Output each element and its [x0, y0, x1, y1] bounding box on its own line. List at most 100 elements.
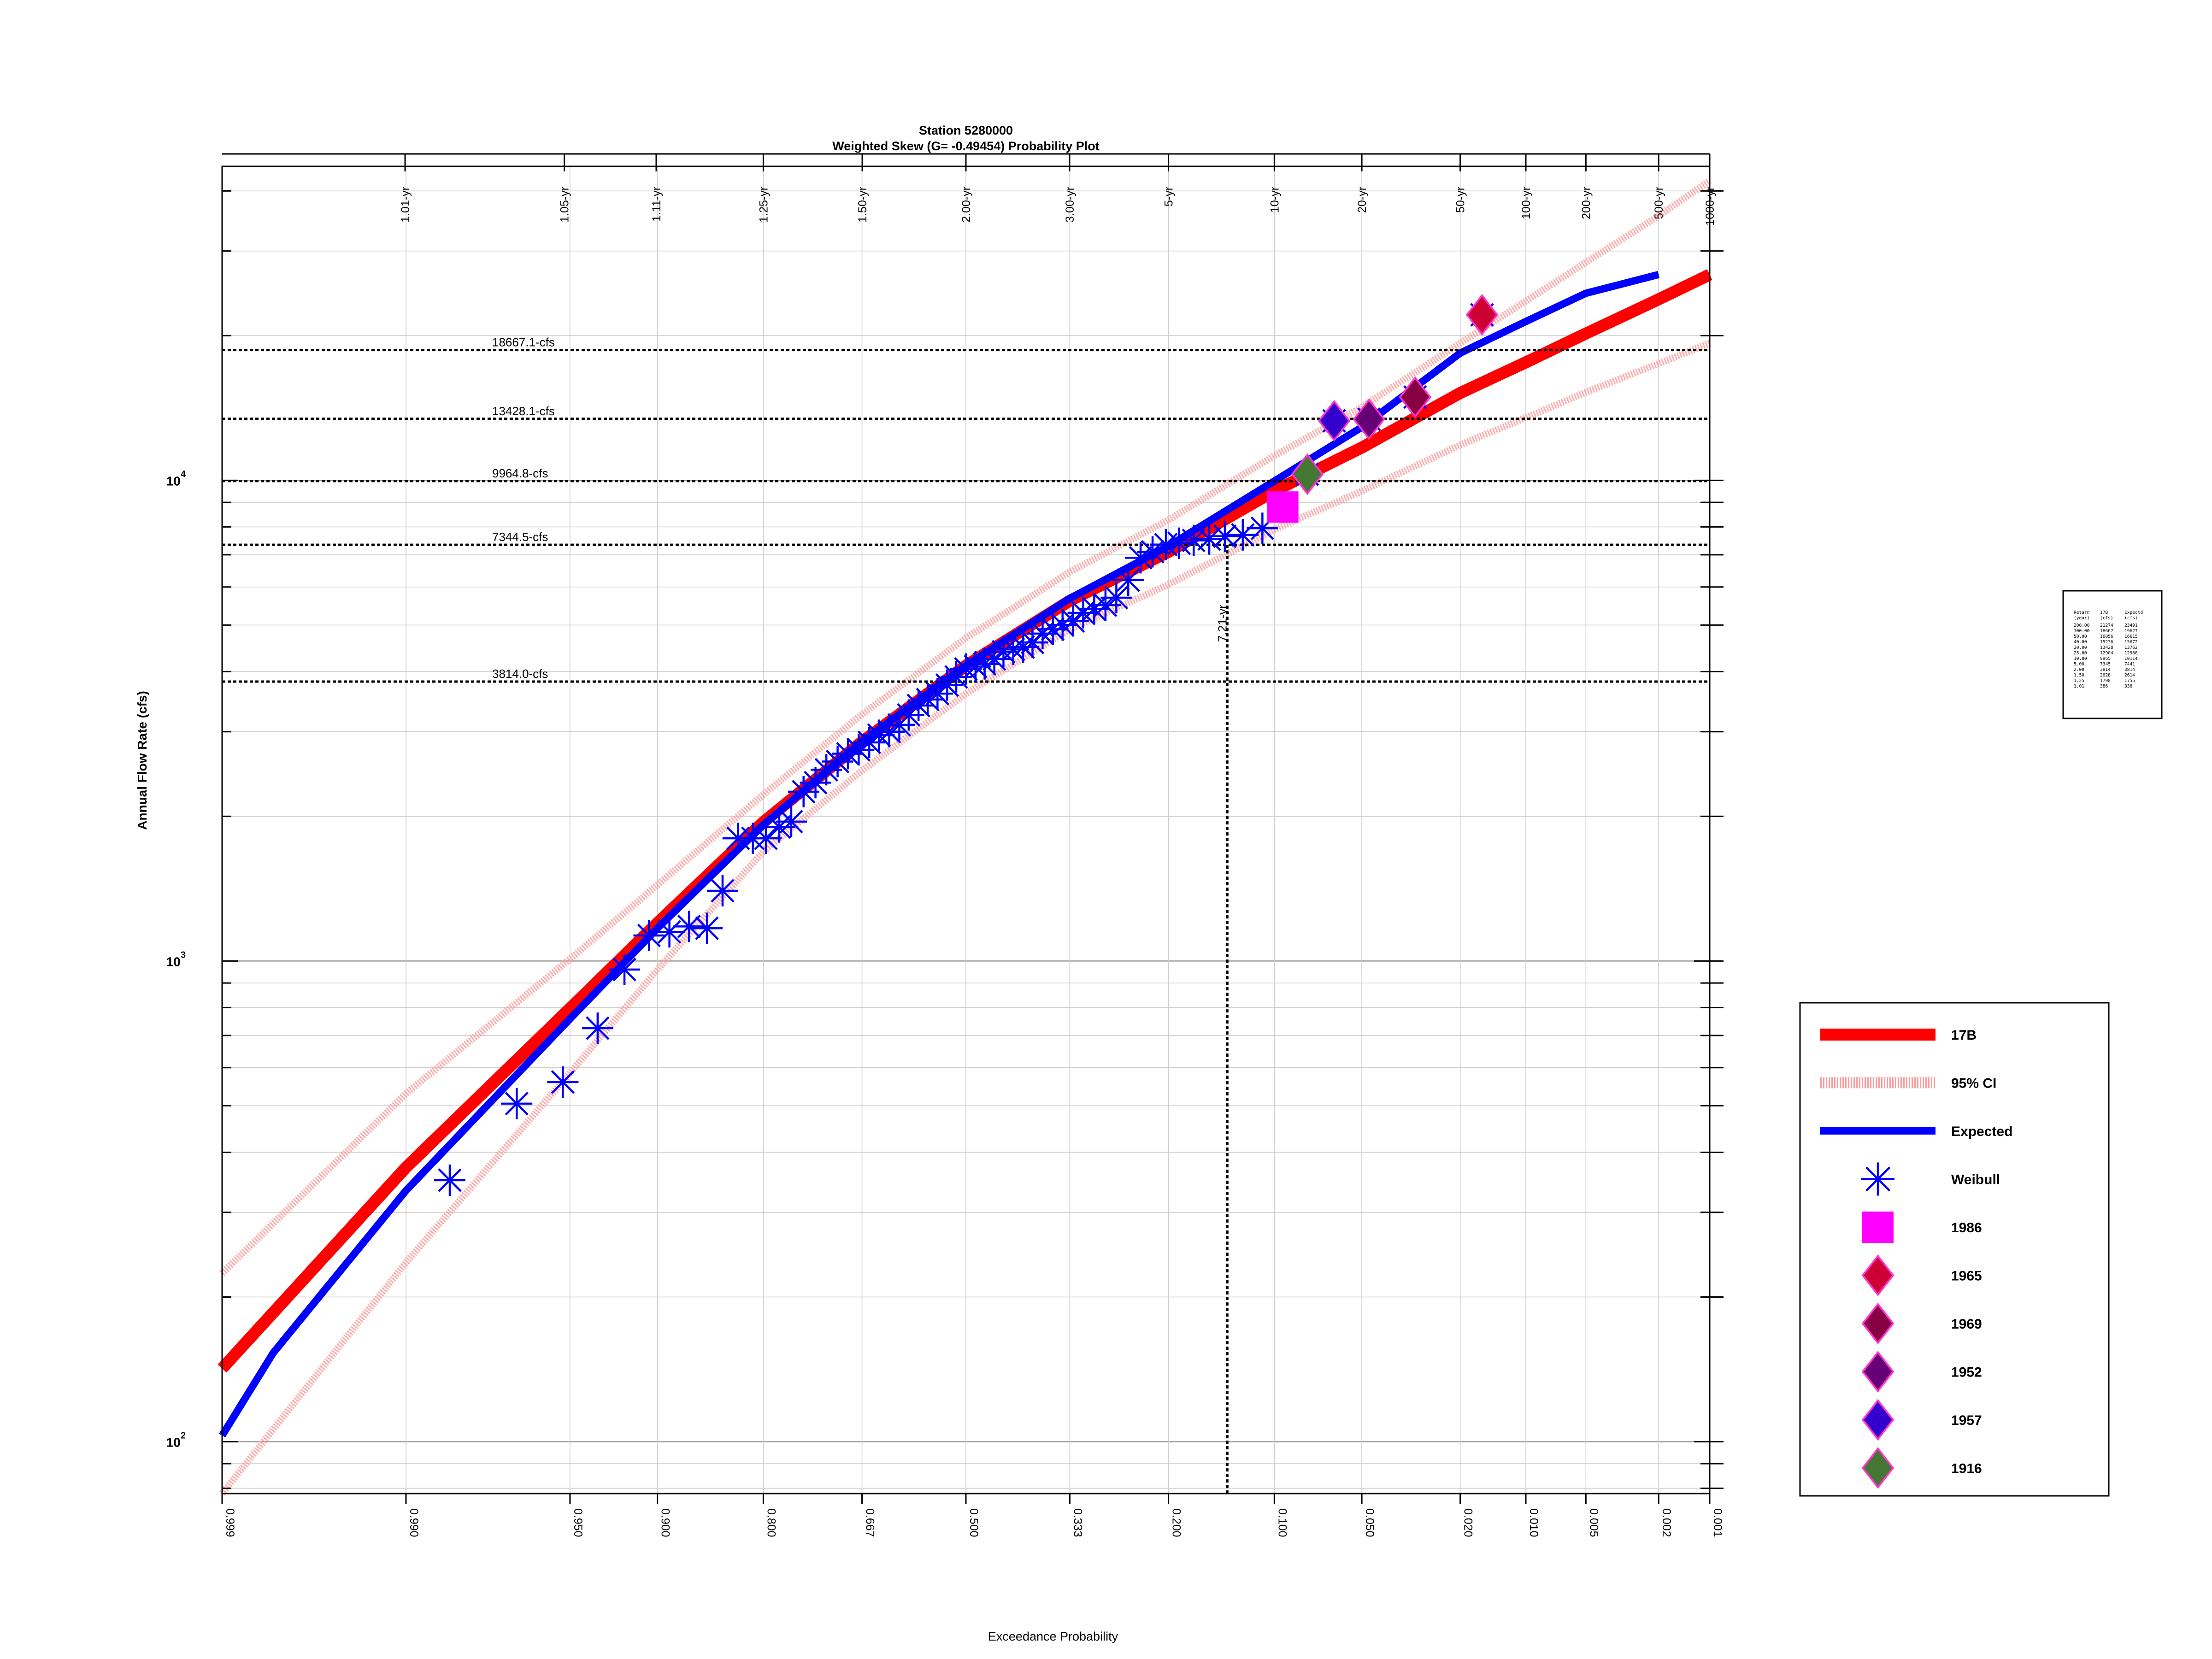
weibull-stroke: [657, 920, 682, 944]
reference-line-label: 3814.0-cfs: [492, 667, 548, 681]
summary-table-cell: 1.50: [2074, 673, 2084, 678]
reference-line-label: 9964.8-cfs: [492, 466, 548, 480]
summary-table-cell: 386: [2100, 684, 2108, 689]
x-tick-label: 0.002: [1660, 1508, 1673, 1537]
weibull-point: [706, 875, 738, 906]
ci-lower-line: [219, 340, 1711, 1496]
weibull-point: [609, 953, 641, 985]
summary-table-cell: 3814: [2124, 667, 2135, 672]
summary-table-cell: 50.00: [2074, 634, 2087, 639]
weibull-point: [1007, 631, 1039, 663]
summary-table-cell: 1798: [2100, 678, 2111, 683]
top-tick-label: 1.25-yr: [757, 187, 770, 223]
weibull-stroke: [1197, 527, 1221, 551]
summary-table-header-cell: Return: [2074, 610, 2089, 615]
top-tick-label: 5-yr: [1163, 187, 1176, 206]
weibull-point: [775, 806, 807, 837]
legend-label: 95% CI: [1951, 1076, 1996, 1091]
x-tick-label: 0.999: [224, 1508, 236, 1537]
weibull-point: [1163, 527, 1195, 559]
weibull-stroke: [803, 771, 828, 794]
x-tick-label: 0.100: [1276, 1508, 1288, 1537]
x-tick-label: 0.001: [1711, 1508, 1724, 1537]
reference-line-label: 13428.1-cfs: [492, 404, 555, 418]
x-tick-label: 0.900: [659, 1508, 672, 1537]
weibull-point: [1227, 519, 1259, 551]
weibull-point: [653, 916, 685, 948]
x-tick-label: 0.010: [1527, 1508, 1540, 1537]
summary-table-frame: [2062, 590, 2163, 719]
summary-table-cell: 18667: [2100, 629, 2113, 634]
ci-upper-line: [219, 178, 1712, 1276]
x-tick-label: 0.200: [1170, 1508, 1183, 1537]
line-expected: [219, 271, 1660, 1438]
weibull-point: [1125, 542, 1157, 574]
summary-table-cell: 21274: [2100, 623, 2113, 628]
summary-table-header-cell: (year): [2074, 616, 2089, 621]
weibull-point: [547, 1066, 579, 1098]
legend-label: 1957: [1951, 1413, 1982, 1428]
weibull-point: [1194, 523, 1225, 555]
legend-swatch-1952: [1861, 1351, 1894, 1393]
weibull-stroke: [1104, 586, 1129, 610]
summary-table: Return 17B Expectd (year) (cfs) (cfs) 200.00 21…: [2062, 590, 2163, 719]
weibull-point: [978, 643, 1010, 675]
weibull-point: [1100, 582, 1132, 613]
top-tick-label: 50-yr: [1454, 187, 1467, 213]
y-tick-label: 104: [166, 469, 186, 488]
x-axis-title: Exceedance Probability: [988, 1630, 1118, 1643]
weibull-stroke: [695, 916, 719, 940]
weibull-point: [969, 648, 1000, 680]
weibull-stroke: [637, 924, 661, 947]
chart-title: Station 5280000: [919, 124, 1013, 137]
weibull-stroke: [991, 640, 1016, 664]
weibull-stroke: [779, 810, 803, 834]
legend: 17B 95% CI Expected Weibull 1986 1965 1969 1952…: [1799, 1002, 2110, 1497]
weibull-point: [582, 1012, 613, 1044]
legend-label: 17B: [1951, 1028, 1977, 1043]
summary-table-cell: 2628: [2100, 673, 2111, 678]
x-tick-label: 0.950: [571, 1508, 584, 1537]
marker-1986: [1267, 491, 1299, 523]
top-tick-label: 1.05-yr: [559, 187, 571, 223]
marker-1969: [1399, 376, 1432, 418]
summary-table-cell: 2614: [2124, 673, 2135, 678]
weibull-stroke: [551, 1070, 575, 1094]
top-tick-label: 3.00-yr: [1064, 187, 1077, 223]
summary-table-cell: 25.00: [2074, 651, 2087, 656]
summary-table-cell: 200.00: [2074, 623, 2090, 628]
summary-table-cell: 23491: [2124, 623, 2138, 628]
summary-table-cell: 10114: [2124, 656, 2138, 661]
weibull-point: [434, 1164, 465, 1196]
top-tick-label: 500-yr: [1653, 187, 1665, 219]
summary-table-cell: 1.01: [2074, 684, 2084, 689]
weibull-point: [912, 683, 944, 715]
fit-lines: [218, 269, 1712, 1438]
weibull-stroke: [767, 815, 791, 839]
marker-1952: [1353, 398, 1385, 441]
summary-table-cell: 40.00: [2074, 640, 2087, 645]
weibull-stroke: [586, 1016, 610, 1040]
legend-label: Weibull: [1951, 1172, 2000, 1188]
summary-table-cell: 10.00: [2074, 656, 2087, 661]
top-tick-label: 1.50-yr: [856, 187, 869, 223]
top-tick-label: 1000-yr: [1704, 187, 1717, 226]
summary-table-cell: 2.00: [2074, 667, 2084, 672]
weibull-stroke: [1167, 531, 1191, 555]
weibull-stroke: [438, 1168, 462, 1192]
weibull-stroke: [754, 826, 778, 850]
weibull-stroke: [954, 657, 978, 681]
axes: 0.999 0.990 0.950 0.900 0.800 0.667 0.500 0.333…: [166, 153, 1724, 1537]
legend-swatch-1957: [1861, 1399, 1894, 1441]
summary-table-cell: 13428: [2100, 645, 2113, 650]
weibull-stroke: [1865, 1166, 1891, 1192]
summary-table-cell: 15672: [2124, 640, 2138, 645]
weibull-point: [691, 912, 723, 944]
weibull-stroke: [1182, 529, 1206, 553]
top-tick-label: 2.00-yr: [960, 187, 973, 223]
legend-label: 1916: [1951, 1461, 1982, 1477]
legend-label: 1965: [1951, 1269, 1982, 1284]
x-tick-label: 0.500: [967, 1508, 980, 1537]
y-axis-title: Annual Flow Rate (cfs): [135, 691, 149, 830]
